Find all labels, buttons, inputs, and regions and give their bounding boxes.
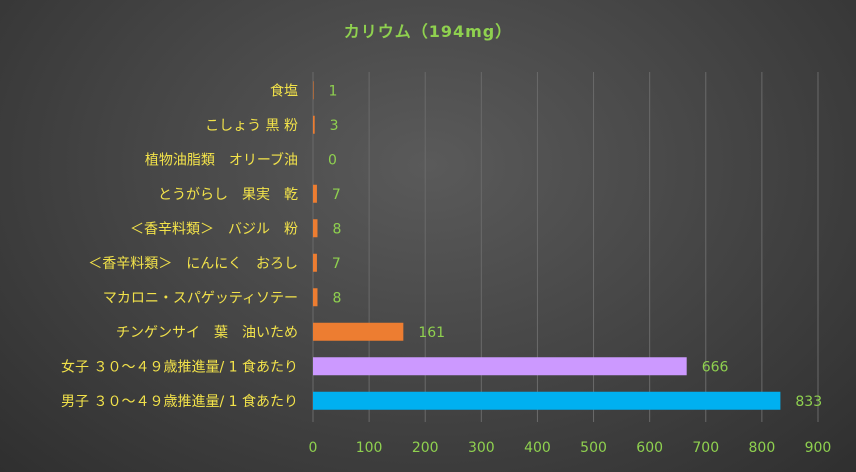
bar xyxy=(313,253,317,272)
category-label: ＜香辛料類＞ バジル 粉 xyxy=(130,221,298,237)
bar xyxy=(313,219,318,238)
x-tick-label: 200 xyxy=(412,440,439,456)
data-label: 161 xyxy=(418,325,445,341)
bar xyxy=(313,184,317,203)
data-label: 1 xyxy=(329,83,338,99)
x-tick-label: 300 xyxy=(468,440,495,456)
data-label: 8 xyxy=(332,290,341,306)
data-label: 666 xyxy=(702,359,729,375)
x-tick-label: 400 xyxy=(524,440,551,456)
category-label: 植物油脂類 オリーブ油 xyxy=(145,151,298,168)
category-label: チンゲンサイ 葉 油いため xyxy=(116,325,298,341)
x-tick-label: 800 xyxy=(749,440,776,456)
category-label: とうがらし 果実 乾 xyxy=(158,187,298,203)
x-tick-label: 700 xyxy=(692,440,719,456)
chart-title: カリウム（194mg） xyxy=(343,22,513,41)
category-label: 食塩 xyxy=(270,82,298,99)
bar xyxy=(313,81,314,100)
category-label: こしょう 黒 粉 xyxy=(205,118,298,134)
x-tick-label: 600 xyxy=(636,440,663,456)
x-tick-label: 0 xyxy=(309,440,318,456)
data-label: 0 xyxy=(328,152,337,168)
data-label: 8 xyxy=(332,221,341,237)
x-tick-label: 100 xyxy=(356,440,383,456)
bar xyxy=(313,391,781,410)
category-label: 女子 ３０～４９歳推進量/ 1 食あたり xyxy=(61,358,298,375)
data-label: 7 xyxy=(332,187,341,203)
data-label: 3 xyxy=(330,118,339,134)
data-label: 833 xyxy=(795,394,822,410)
category-label: マカロニ・スパゲッティソテー xyxy=(103,290,298,306)
bar xyxy=(313,357,687,376)
data-label: 7 xyxy=(332,256,341,272)
category-label: ＜香辛料類＞ にんにく おろし xyxy=(88,256,298,272)
x-tick-label: 500 xyxy=(580,440,607,456)
x-tick-label: 900 xyxy=(805,440,832,456)
bar xyxy=(313,288,318,307)
bar xyxy=(313,115,315,134)
bar xyxy=(313,322,404,341)
category-label: 男子 ３０～４９歳推進量/ 1 食あたり xyxy=(61,393,298,410)
